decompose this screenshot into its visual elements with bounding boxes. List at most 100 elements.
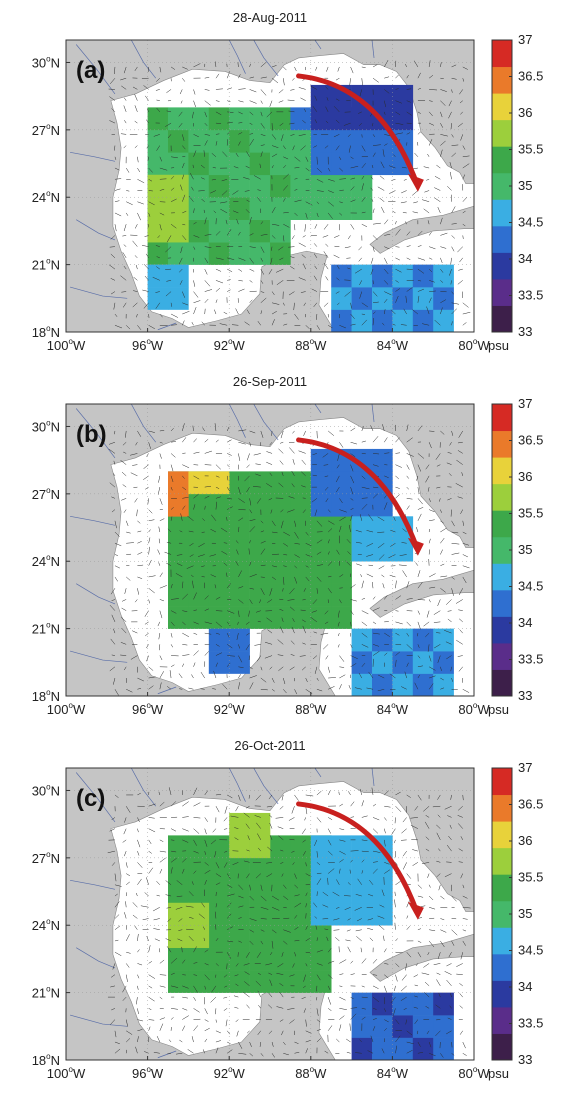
salinity-cell — [208, 538, 230, 562]
salinity-cell — [270, 606, 291, 629]
salinity-cell — [208, 242, 230, 265]
pathway-arrow — [296, 437, 420, 551]
colorbar-tick-label: 35.5 — [518, 142, 543, 157]
salinity-cell — [270, 947, 291, 971]
salinity-cell — [331, 152, 352, 176]
longitude-tick-label: 92oW — [214, 701, 246, 717]
salinity-cell — [208, 152, 230, 176]
river-line — [228, 768, 246, 802]
salinity-cell — [270, 152, 291, 176]
salinity-cell — [188, 516, 210, 540]
salinity-cell — [168, 264, 189, 288]
longitude-tick-label: 96oW — [132, 1065, 164, 1081]
salinity-cell — [372, 287, 393, 310]
colorbar-segment — [492, 874, 512, 902]
salinity-cell — [351, 1037, 373, 1060]
river-line — [371, 40, 375, 59]
colorbar-tick-label: 37 — [518, 32, 532, 47]
salinity-cell — [249, 925, 271, 948]
salinity-cell — [372, 673, 393, 696]
river-line — [130, 768, 157, 807]
colorbar-tick-label: 33 — [518, 688, 532, 703]
colorbar-segment — [492, 927, 512, 955]
colorbar-segment — [492, 430, 512, 458]
salinity-cell — [147, 152, 169, 176]
salinity-cell — [392, 1037, 414, 1060]
salinity-cell — [168, 970, 189, 993]
colorbar-tick-label: 37 — [518, 760, 532, 775]
river-line — [253, 40, 279, 77]
salinity-cell — [188, 947, 210, 971]
salinity-cell — [392, 264, 414, 288]
colorbar-segment — [492, 1006, 512, 1034]
salinity-cell — [229, 107, 250, 131]
salinity-cell — [168, 561, 189, 584]
colorbar-tick-label: 35.5 — [518, 506, 543, 521]
salinity-cell — [392, 287, 414, 310]
salinity-cell — [290, 880, 312, 904]
salinity-cell — [229, 947, 250, 971]
salinity-cell — [147, 129, 169, 153]
colorbar-tick-label: 36 — [518, 833, 532, 848]
river-line — [157, 322, 177, 331]
colorbar-tick-label: 33.5 — [518, 288, 543, 303]
salinity-cell — [188, 606, 210, 629]
river-line — [371, 404, 375, 423]
arrow-head-icon — [407, 537, 424, 556]
salinity-cell — [208, 174, 230, 198]
latitude-tick-label: 27oN — [32, 850, 60, 866]
longitude-tick-label: 80oW — [458, 337, 490, 353]
salinity-cell — [290, 471, 312, 495]
latitude-tick-label: 24oN — [32, 189, 60, 205]
salinity-cell — [310, 493, 332, 517]
salinity-cell — [433, 628, 454, 652]
salinity-cell — [372, 152, 393, 176]
salinity-cell — [290, 538, 312, 562]
salinity-cell — [290, 947, 312, 971]
salinity-cell — [188, 152, 210, 176]
latitude-tick-label: 30oN — [32, 54, 60, 70]
salinity-cell — [229, 925, 250, 948]
salinity-cell — [351, 857, 373, 881]
salinity-cell — [290, 152, 312, 176]
salinity-map: (c) 100oW 96oW 92oW 88oW 84oW 80oW 18oN 21oN 24oN… — [32, 760, 544, 1081]
salinity-cell — [392, 107, 414, 131]
latitude-tick-label: 24oN — [32, 917, 60, 933]
salinity-cell — [229, 902, 250, 926]
salinity-cell — [290, 606, 312, 629]
salinity-cell — [372, 1015, 393, 1038]
river-line — [314, 404, 322, 414]
salinity-cell — [412, 1015, 434, 1038]
salinity-cell — [249, 947, 271, 971]
salinity-cell — [229, 197, 250, 220]
panel-date-title: 26-Sep-2011 — [232, 374, 308, 389]
river-line — [76, 947, 116, 969]
river-line — [253, 404, 279, 441]
salinity-cell — [208, 197, 230, 220]
salinity-cell — [249, 970, 271, 993]
salinity-cell — [208, 516, 230, 540]
salinity-cell — [310, 152, 332, 176]
latitude-tick-label: 24oN — [32, 553, 60, 569]
salinity-cell — [249, 857, 271, 881]
salinity-cell — [351, 516, 373, 540]
colorbar-segment — [492, 457, 512, 485]
salinity-cell — [168, 242, 189, 265]
latitude-tick-label: 21oN — [32, 985, 60, 1001]
salinity-cell — [249, 471, 271, 495]
colorbar-tick-label: 33.5 — [518, 652, 543, 667]
salinity-cell — [351, 992, 373, 1016]
salinity-cell — [310, 880, 332, 904]
map-panel-c: 26-Oct-2011 (c) 100oW 96oW 92oW 88oW 84oW 80oW 1… — [0, 728, 579, 1096]
salinity-cell — [168, 902, 189, 926]
salinity-cell — [249, 835, 271, 859]
salinity-cell — [168, 152, 189, 176]
salinity-cell — [208, 107, 230, 131]
salinity-cell — [168, 516, 189, 540]
panel-letter: (c) — [76, 785, 105, 812]
salinity-cell — [270, 471, 291, 495]
salinity-cell — [310, 471, 332, 495]
colorbar-tick-label: 34 — [518, 979, 532, 994]
salinity-cell — [331, 880, 352, 904]
salinity-cell — [168, 174, 189, 198]
